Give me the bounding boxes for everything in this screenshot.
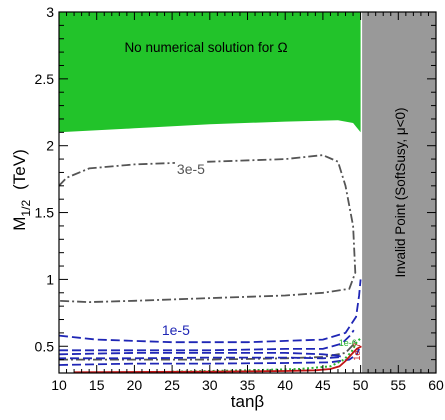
region-label-0: No numerical solution for Ω <box>124 40 287 55</box>
y-axis-title-unit: (TeV) <box>10 149 29 190</box>
y-tick-label: 2 <box>46 138 54 154</box>
y-tick-label: 0.5 <box>35 338 55 354</box>
region-labels-layer: No numerical solution for Ω Invalid Point… <box>124 40 407 277</box>
region-label-1: Invalid Point (SoftSusy, μ<0) <box>393 108 408 278</box>
contour-label-2: 1e-5 <box>162 322 190 338</box>
contour-label-0: 3e-5 <box>177 161 205 177</box>
contour-label-halo-0 <box>174 160 208 177</box>
contour-line-4 <box>59 352 343 360</box>
contour-label-halo-2 <box>159 321 193 338</box>
x-tick-label: 50 <box>353 377 369 393</box>
x-tick-label: 25 <box>164 377 180 393</box>
x-axis-title: tanβ <box>231 392 265 411</box>
y-tick-label: 2.5 <box>35 71 55 87</box>
x-tick-label: 35 <box>240 377 256 393</box>
x-tick-label: 40 <box>277 377 293 393</box>
x-tick-label: 60 <box>428 377 444 393</box>
y-tick-label: 1.5 <box>35 205 55 221</box>
contour-line-0 <box>59 154 357 304</box>
regions-layer <box>59 12 436 373</box>
contour-line-2 <box>59 279 362 344</box>
x-tick-label: 15 <box>89 377 105 393</box>
contour-line-6 <box>172 337 362 373</box>
y-tick-label: 3 <box>46 4 54 20</box>
axis-titles-layer: tanβ M1/2 (TeV) <box>10 149 264 411</box>
region-0 <box>59 12 361 133</box>
x-tick-label: 10 <box>51 377 67 393</box>
y-axis-title-subscript: 1/2 <box>19 200 33 217</box>
ticks-layer: 10 15 20 25 30 35 40 45 50 55 60 0.5 1 1.5 2 2.5 3 <box>35 4 444 393</box>
x-tick-label: 45 <box>315 377 331 393</box>
y-axis-title-main: M <box>10 217 29 231</box>
region-1 <box>362 12 436 373</box>
contours-layer: 3e-5 1e-5 1e-61e-7 <box>59 154 362 373</box>
x-tick-label: 20 <box>127 377 143 393</box>
contour-label-7: 1e-7 <box>352 343 362 361</box>
y-axis-title: M1/2 (TeV) <box>10 149 33 230</box>
x-tick-label: 30 <box>202 377 218 393</box>
contour-line-5 <box>59 348 360 366</box>
y-tick-label: 1 <box>46 271 54 287</box>
contour-line-3 <box>59 329 355 352</box>
contour-label-6: 1e-6 <box>339 338 357 348</box>
x-tick-label: 55 <box>391 377 407 393</box>
